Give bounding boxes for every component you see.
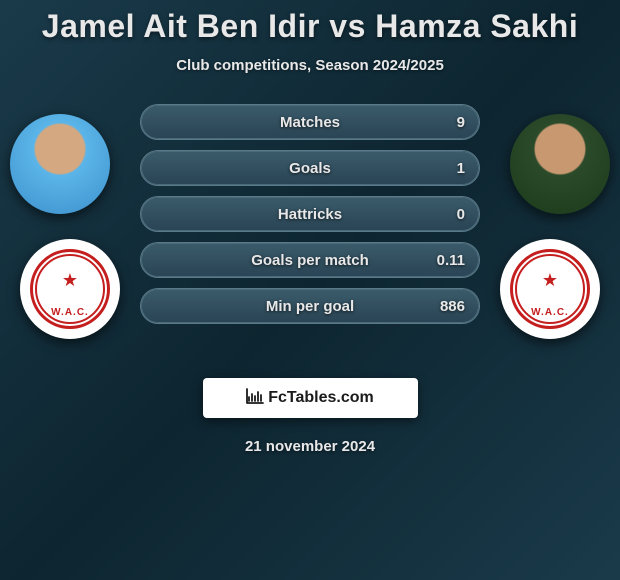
star-icon: ★ <box>62 270 78 291</box>
club-badge-inner: ★ W.A.C. <box>30 249 110 329</box>
stat-label: Goals <box>289 160 331 177</box>
player-avatar-left <box>10 114 110 214</box>
stat-row: Goals 1 <box>140 150 480 186</box>
stat-value-right: 0 <box>457 206 465 223</box>
stat-value-right: 1 <box>457 160 465 177</box>
player-avatar-right <box>510 114 610 214</box>
chart-icon <box>246 388 264 409</box>
stat-row: Min per goal 886 <box>140 288 480 324</box>
comparison-subtitle: Club competitions, Season 2024/2025 <box>0 57 620 74</box>
stat-row: Goals per match 0.11 <box>140 242 480 278</box>
stats-column: Matches 9 Goals 1 Hattricks 0 Goals per … <box>140 104 480 334</box>
star-icon: ★ <box>542 270 558 291</box>
stat-value-right: 886 <box>440 298 465 315</box>
club-badge-right: ★ W.A.C. <box>500 239 600 339</box>
site-logo-text: FcTables.com <box>268 389 374 407</box>
stat-label: Hattricks <box>278 206 342 223</box>
stat-value-right: 0.11 <box>437 252 465 269</box>
stat-label: Matches <box>280 114 340 131</box>
comparison-title: Jamel Ait Ben Idir vs Hamza Sakhi <box>0 0 620 45</box>
club-badge-left: ★ W.A.C. <box>20 239 120 339</box>
stat-value-right: 9 <box>457 114 465 131</box>
stat-label: Goals per match <box>251 252 369 269</box>
site-logo-box[interactable]: FcTables.com <box>203 378 418 418</box>
club-abbrev: W.A.C. <box>531 307 569 318</box>
comparison-date: 21 november 2024 <box>0 438 620 455</box>
stat-label: Min per goal <box>266 298 354 315</box>
stat-row: Hattricks 0 <box>140 196 480 232</box>
club-badge-inner: ★ W.A.C. <box>510 249 590 329</box>
comparison-body: ★ W.A.C. ★ W.A.C. Matches 9 Goals 1 Hatt… <box>0 104 620 354</box>
club-abbrev: W.A.C. <box>51 307 89 318</box>
stat-row: Matches 9 <box>140 104 480 140</box>
